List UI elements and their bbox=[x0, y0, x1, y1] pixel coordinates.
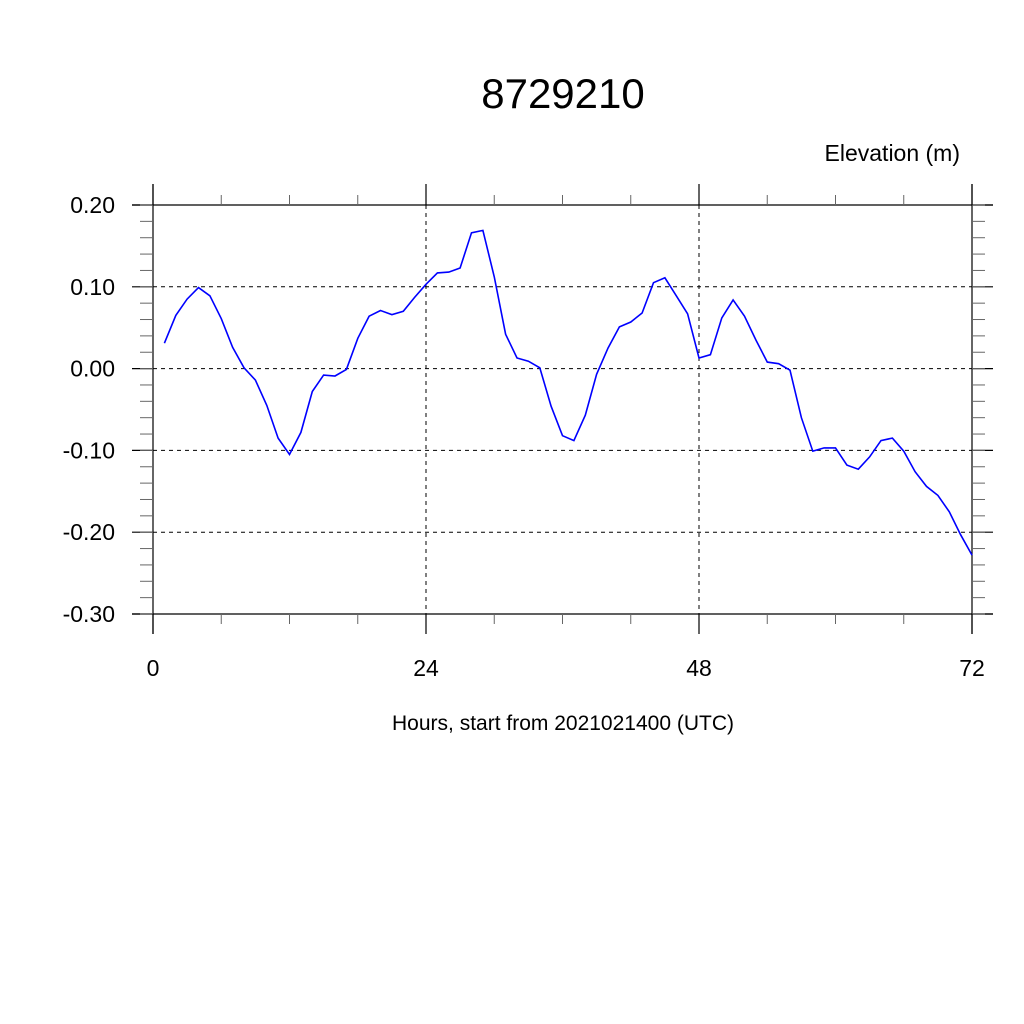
y-tick-label: 0.00 bbox=[70, 356, 115, 382]
tick-labels: 0.20 0.10 0.00 -0.10 -0.20 -0.30 0 24 48 72 bbox=[63, 192, 985, 681]
y-tick-label: -0.30 bbox=[63, 601, 115, 627]
x-tick-label: 72 bbox=[959, 655, 985, 681]
y-tick-label: 0.20 bbox=[70, 192, 115, 218]
y-tick-label: -0.10 bbox=[63, 437, 115, 463]
x-tick-label: 0 bbox=[147, 655, 160, 681]
y-tick-label: -0.20 bbox=[63, 519, 115, 545]
x-tick-label: 24 bbox=[413, 655, 439, 681]
grid bbox=[153, 205, 972, 614]
x-axis-label: Hours, start from 2021021400 (UTC) bbox=[392, 712, 734, 735]
x-tick-label: 48 bbox=[686, 655, 712, 681]
axes bbox=[132, 184, 993, 634]
y-axis-label: Elevation (m) bbox=[825, 140, 960, 166]
chart-title: 8729210 bbox=[481, 70, 645, 117]
y-tick-label: 0.10 bbox=[70, 274, 115, 300]
series-line bbox=[163, 229, 973, 556]
